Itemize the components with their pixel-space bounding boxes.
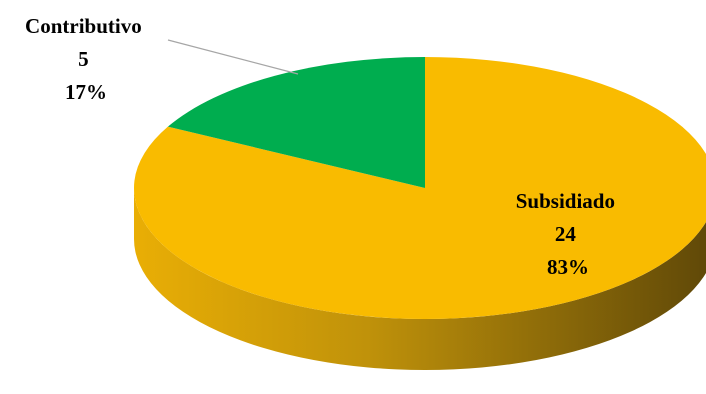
contributivo-category-label: Contributivo [25, 14, 142, 38]
subsidiado-label-text: Subsidiado 24 83% [516, 189, 621, 279]
pie-slices-group [133, 57, 706, 370]
contributivo-percent-label: 17% [65, 80, 107, 104]
contributivo-label-text: Contributivo 5 17% [25, 14, 147, 104]
subsidiado-value-label: 24 [555, 222, 577, 246]
contributivo-value-label: 5 [78, 47, 89, 71]
pie-side-wall [134, 188, 706, 370]
contributivo-leader-line [167, 39, 299, 75]
pie-slice-contributivo [167, 57, 425, 188]
subsidiado-percent-label: 83% [547, 255, 589, 279]
subsidiado-category-label: Subsidiado [516, 189, 615, 213]
pie-slice-subsidiado [133, 57, 706, 319]
